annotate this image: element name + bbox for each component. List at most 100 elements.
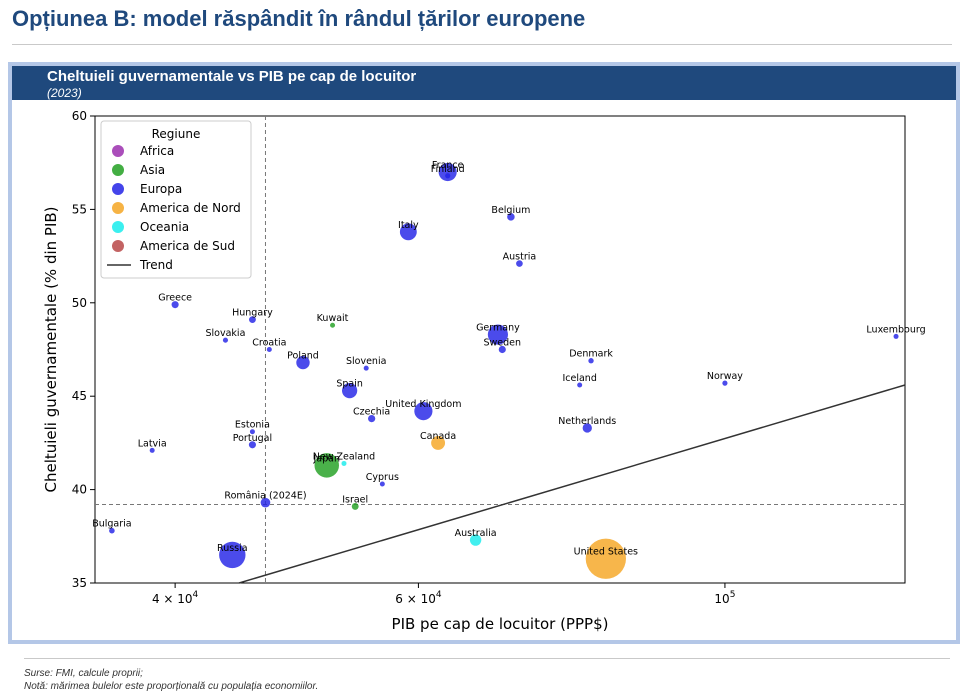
point-label: Bulgaria <box>92 519 131 530</box>
point-label: Iceland <box>562 373 596 384</box>
legend-item: Asia <box>140 163 165 177</box>
point-label: New Zealand <box>313 451 375 462</box>
point-label: Australia <box>455 528 497 539</box>
bubble-hungary <box>249 316 256 324</box>
legend-swatch <box>112 183 124 195</box>
y-tick-label: 60 <box>72 109 87 123</box>
legend-item: Oceania <box>140 220 189 234</box>
point-label: Belgium <box>491 205 530 216</box>
point-label: Luxembourg <box>866 324 925 335</box>
bubble-canada <box>431 435 446 450</box>
chart-banner <box>12 66 956 100</box>
bubble-new-zealand <box>341 460 347 466</box>
bubble-luxembourg <box>893 333 899 339</box>
bubble-slovenia <box>363 365 369 371</box>
bubble-belgium <box>507 213 515 221</box>
point-label: Denmark <box>569 349 613 360</box>
legend-swatch <box>112 145 124 157</box>
bubble-germany <box>487 324 508 345</box>
title-divider <box>12 44 952 45</box>
bubble-russia <box>219 541 246 569</box>
chart-subtitle: (2023) <box>47 86 82 100</box>
y-tick-label: 35 <box>72 576 87 590</box>
page-title: Opțiunea B: model răspândit în rândul ță… <box>12 6 586 31</box>
bubble-estonia <box>249 429 255 435</box>
trend-line <box>238 384 906 584</box>
point-label: Canada <box>420 431 456 442</box>
x-tick-label: 105 <box>714 590 735 606</box>
y-tick-label: 40 <box>72 483 87 497</box>
point-label: Finland <box>431 164 465 175</box>
legend-item: Trend <box>139 258 173 272</box>
point-label: Latvia <box>138 438 167 449</box>
bubble-iceland <box>577 382 583 388</box>
y-axis-label: Cheltuieli guvernamentale (% din PIB) <box>42 206 60 492</box>
bubble-norway <box>722 380 728 386</box>
legend-item: Africa <box>140 144 174 158</box>
bubble-australia <box>469 534 482 546</box>
bubble-kuwait <box>330 322 336 328</box>
point-label: Poland <box>287 351 319 362</box>
legend-item: America de Nord <box>140 201 241 215</box>
bubble-united-states <box>585 538 626 579</box>
bubble-latvia <box>149 447 155 453</box>
point-label: România (2024E) <box>224 491 306 502</box>
bubble-netherlands <box>582 423 592 433</box>
bubble-bulgaria <box>109 527 115 534</box>
bubble-poland <box>296 355 310 370</box>
point-label: Russia <box>217 543 248 554</box>
point-label: Greece <box>158 293 192 304</box>
bubble-czechia <box>368 415 376 423</box>
legend-swatch <box>112 164 124 176</box>
point-label: Slovakia <box>206 328 246 339</box>
point-label: United States <box>574 547 638 558</box>
x-tick-label: 6 × 104 <box>395 590 442 606</box>
point-label: France <box>432 160 464 171</box>
legend-swatch <box>112 240 124 252</box>
footer-divider <box>24 658 950 659</box>
point-label: Spain <box>336 379 363 390</box>
point-label: Czechia <box>353 407 390 418</box>
point-label: Portugal <box>233 433 272 444</box>
bubble-israel <box>351 502 359 510</box>
point-label: Israel <box>342 494 368 505</box>
point-label: Croatia <box>252 338 286 349</box>
bubble-denmark <box>588 358 594 364</box>
point-label: Germany <box>476 323 520 334</box>
bubble-portugal <box>248 441 256 449</box>
bubble-greece <box>171 301 179 309</box>
bubble-sweden <box>498 345 506 354</box>
point-label: Italy <box>398 220 419 231</box>
bubble-slovakia <box>222 337 229 343</box>
bubble-finland <box>445 173 451 179</box>
bubble-românia-2024e- <box>260 497 271 508</box>
bubble-austria <box>516 260 523 267</box>
y-tick-label: 55 <box>72 202 87 216</box>
legend-swatch <box>112 202 124 214</box>
point-label: Hungary <box>232 308 273 319</box>
y-tick-label: 45 <box>72 389 87 403</box>
legend-item: Europa <box>140 182 182 196</box>
point-label: Cyprus <box>366 472 399 483</box>
legend-box <box>100 120 252 279</box>
source-note: Surse: FMI, calcule proprii; <box>24 668 143 679</box>
point-label: Austria <box>503 252 537 263</box>
bubble-italy <box>399 223 417 241</box>
bubble-japan <box>314 453 340 478</box>
bubble-france <box>438 162 457 182</box>
legend-swatch <box>112 221 124 233</box>
point-label: Kuwait <box>317 313 349 324</box>
legend-item: America de Sud <box>140 239 235 253</box>
x-tick-label: 4 × 104 <box>152 590 199 606</box>
bubble-croatia <box>266 347 272 352</box>
chart-title: Cheltuieli guvernamentale vs PIB pe cap … <box>47 68 417 85</box>
point-label: Estonia <box>235 420 270 431</box>
y-tick-label: 50 <box>72 296 87 310</box>
bubble-cyprus <box>379 481 385 487</box>
x-axis-label: PIB pe cap de locuitor (PPP$) <box>392 615 609 633</box>
point-label: Japan <box>313 453 341 464</box>
point-label: United Kingdom <box>385 399 461 410</box>
point-label: Sweden <box>484 338 522 349</box>
size-note: Notă: mărimea bulelor este proporțională… <box>24 681 319 692</box>
